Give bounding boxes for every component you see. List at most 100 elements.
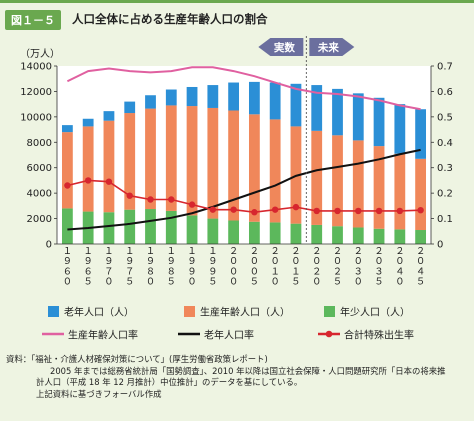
bar-0-1990 [186,215,198,244]
bar-1-1970 [103,120,115,213]
bar-1-1990 [186,106,198,216]
line-series-0 [66,66,421,111]
y-right-tick-0.3: 0.3 [437,163,453,174]
x-tick-1975: １９７５ [125,246,135,288]
bar-1-2035 [373,146,385,229]
bar-2-1985 [165,89,177,106]
bar-1-2025 [332,135,343,227]
marker-2-1995 [209,206,217,213]
bar-1-2010 [269,119,281,223]
bar-1-1995 [207,107,219,219]
source-line-1: 資料：「福祉・介護人材確保対策について」(厚生労働省政策レポート) [6,354,268,364]
bar-2-2020 [311,85,323,131]
bar-0-2045 [415,230,427,244]
bar-2-2025 [332,88,343,136]
bar-0-2005 [248,221,260,244]
x-tick-2035: ２０３５ [374,246,384,288]
x-tick-1980: １９８０ [146,246,156,288]
legend-label-3: 生産年齢人口率 [68,329,138,342]
population-chart: 0 2000 4000 6000 8000 10000 12000 14000 0 0.1 0.2 0… [20,36,453,342]
bar-2-1980 [145,95,156,109]
bar-1-2030 [352,140,364,228]
line-series-1 [67,148,421,231]
bar-0-1970 [103,212,115,244]
bar-0-1975 [124,209,136,244]
marker-2-1985 [168,196,175,203]
y-right-tick-0.1: 0.1 [437,214,453,225]
source-line-3: 計人口（平成 18 年 12 月推計）中位推計」のデータを基にしている。 [36,377,303,387]
y-left-tick-4000: 4000 [27,189,52,200]
bar-0-1980 [145,209,156,244]
line-series-2 [67,179,421,214]
annotation-layer: 実数 未来 [258,36,355,244]
actual-arrow [258,38,304,56]
actual-label: 実数 [274,41,295,54]
x-tick-1970: １９７０ [104,246,114,288]
legend-label-0: 老年人口（人） [64,306,134,319]
x-tick-2040: ２０４０ [395,246,405,288]
bar-0-2025 [332,226,343,244]
bar-0-2020 [311,224,323,244]
bar-0-2010 [269,222,281,244]
legend-label-1: 生産年齢人口（人） [200,306,290,319]
y-right-tick-0.4: 0.4 [437,138,453,149]
y-left-tick-14000: 14000 [20,62,52,73]
x-tick-2015: ２０１５ [291,246,301,288]
bar-1-2020 [311,130,323,225]
forecast-label: 未来 [317,41,339,54]
marker-2-1970 [105,178,113,185]
marker-2-2030 [355,207,362,215]
bar-2-2000 [228,82,240,111]
y-right-tick-0.6: 0.6 [437,87,453,98]
marker-2-2040 [396,207,404,215]
marker-2-2015 [292,203,300,211]
forecast-arrow [309,38,355,56]
y-left-tick-0: 0 [46,240,52,251]
x-tick-2000: ２０００ [229,246,239,288]
marker-2-1960 [64,182,71,189]
y-left-tick-10000: 10000 [20,112,52,123]
legend-swatch-0 [48,306,59,317]
bar-2-1970 [103,111,115,121]
y-right-tick-0.2: 0.2 [437,189,453,200]
marker-2-2035 [375,207,383,215]
marker-2-2010 [271,206,279,213]
bar-1-1985 [165,105,177,211]
marker-2-2025 [334,207,341,215]
legend-layer: 老年人口（人） 生産年齢人口（人） 年少人口（人） 生産年齢人口率 老年人口率 合計特殊出… [42,306,414,342]
y-left-tick-8000: 8000 [27,138,52,149]
bar-0-2000 [228,220,240,244]
marker-2-1965 [84,177,92,184]
bar-2-1975 [124,101,136,114]
bar-1-1980 [145,108,156,210]
bar-0-2015 [290,223,302,244]
marker-2-2000 [230,206,237,213]
legend-label-2: 年少人口（人） [340,306,410,319]
bar-2-1995 [207,85,219,108]
marker-2-1980 [147,196,154,203]
bar-2-2010 [269,82,281,120]
bar-2-1960 [61,125,73,133]
x-tick-1960: １９６０ [63,246,73,288]
bar-1-1975 [124,113,136,210]
bar-2-2030 [352,93,364,141]
bar-1-2045 [415,158,427,231]
bar-2-2045 [415,109,427,159]
figure-number: 図１－５ [5,10,61,30]
legend-label-4: 老年人口率 [204,329,254,342]
x-tick-2030: ２０３０ [354,246,364,288]
bar-0-2030 [352,227,364,244]
bar-2-1965 [82,118,94,127]
legend-swatch-2 [324,306,335,317]
x-tick-2005: ２００５ [250,246,260,288]
bar-0-2040 [394,229,406,244]
marker-2-2020 [313,207,320,215]
legend-marker-5 [325,330,333,338]
x-tick-1985: １９８５ [167,246,177,288]
x-tick-2045: ２０４５ [416,246,426,288]
y-left-tick-6000: 6000 [27,163,52,174]
source-line-2: 2005 年までは総務省統計局「国勢調査」、2010 年以降は国立社会保障・人口… [50,365,446,376]
x-tick-1965: １９６５ [83,246,93,288]
bar-2-2040 [394,104,406,154]
lines-layer [64,66,424,231]
